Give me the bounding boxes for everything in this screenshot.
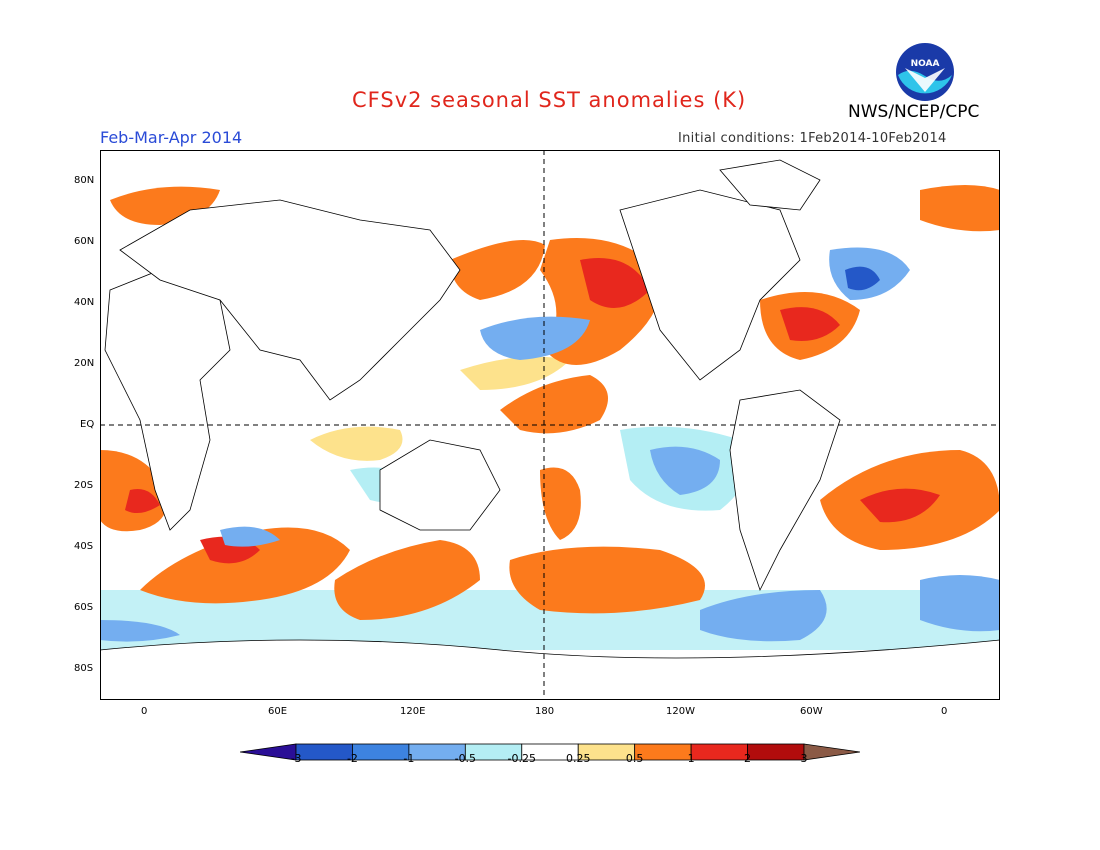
colorbar-label: -2 [346,752,358,765]
lon-label-0-east: 0 [941,706,948,717]
organization-label: NWS/NCEP/CPC [848,102,980,122]
continent-outlines [100,159,1000,700]
colorbar-label: 3 [800,752,808,765]
south-america-outline [729,389,841,592]
lat-label-eq: EQ [80,419,95,430]
colorbar-label: -1 [403,752,415,765]
colorbar [240,743,860,761]
colorbar-label: 1 [687,752,695,765]
colorbar-label: 2 [744,752,752,765]
lon-label-0: 0 [141,706,148,717]
colorbar-label: -0.5 [454,752,477,765]
colorbar-label: 0.5 [625,752,644,765]
north-america-outline [619,189,801,381]
noaa-logo: NOAA [896,43,954,101]
lon-label-60w: 60W [800,706,823,717]
antarctica-outline [100,639,1000,700]
eurasia-outline [119,199,461,401]
anomaly-shading [100,185,1000,650]
australia-outline [379,439,501,531]
colorbar-cell-max [803,743,860,761]
lat-label-80s: 80S [74,663,94,674]
lat-label-60s: 60S [74,602,94,613]
colorbar-cell [352,743,410,761]
lat-label-40s: 40S [74,541,94,552]
lat-label-20n: 20N [74,358,95,369]
lon-label-120w: 120W [666,706,695,717]
colorbar-label: 0.25 [565,752,591,765]
lat-label-20s: 20S [74,480,94,491]
colorbar-cell [690,743,748,761]
colorbar-label: -3 [290,752,302,765]
lon-label-60e: 60E [268,706,288,717]
colorbar-cell [747,743,805,761]
colorbar-cell [295,743,353,761]
logo-text: NOAA [911,59,940,69]
lat-label-60n: 60N [74,236,95,247]
lat-label-40n: 40N [74,297,95,308]
initial-conditions-label: Initial conditions: 1Feb2014-10Feb2014 [678,131,947,146]
greenland-outline [719,159,821,211]
sst-anomaly-map [100,150,1000,700]
season-label: Feb-Mar-Apr 2014 [100,128,243,147]
map-title: CFSv2 seasonal SST anomalies (K) [352,88,747,112]
lon-label-120e: 120E [400,706,426,717]
colorbar-label: -0.25 [507,752,536,765]
lat-label-80n: 80N [74,175,95,186]
colorbar-cell-min [240,743,297,761]
lon-label-180: 180 [535,706,555,717]
